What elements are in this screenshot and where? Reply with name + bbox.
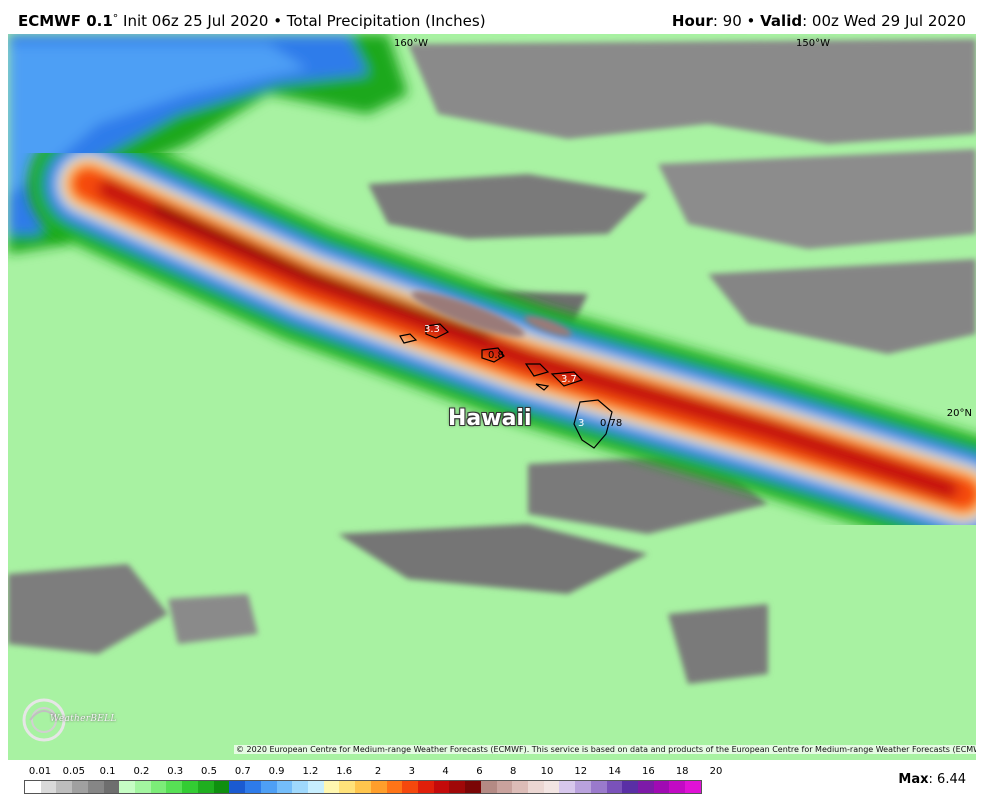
point-label: 3 [578,418,585,429]
colorbar-cell [590,781,607,793]
colorbar-cell [103,781,120,793]
degree-mark: ° [112,12,119,25]
colorbar-cell [543,781,560,793]
model-name: ECMWF 0.1 [18,12,113,30]
colorbar-legend: 0.01 0.05 0.1 0.2 0.3 0.5 0.7 0.9 1.2 1.6 2 3 4 6 8 10 1… [24,766,723,796]
colorbar-cell [622,781,639,793]
colorbar-tick-label: 14 [608,766,621,777]
colorbar-cell [528,781,544,793]
colorbar-cell [339,781,356,793]
colorbar-cell [40,781,57,793]
colorbar-tick-label: 0.5 [201,766,217,777]
island-outlines [399,323,613,449]
colorbar-cell [606,781,623,793]
colorbar-cell [370,781,387,793]
colorbar-tick-label: 2 [374,766,382,777]
colorbar-cell [323,781,340,793]
colorbar-cell [685,781,701,793]
hour-label: Hour [671,12,713,30]
valid-label: Valid [760,12,803,30]
colorbar-cell [292,781,308,793]
colorbar-cell [25,781,41,793]
colorbar-tick-label: 1.6 [336,766,353,777]
colorbar-tick-label: 0.1 [99,766,116,777]
colorbar-cell [480,781,497,793]
map-title: ECMWF 0.1° Init 06z 25 Jul 2020 • Total … [18,12,486,30]
colorbar-tick-label: 10 [540,766,554,777]
colorbar-cell [402,781,418,793]
heavy-core [411,291,572,337]
max-label: Max [898,772,929,787]
lon-label-150w: 150°W [796,38,830,49]
colorbar-cell [417,781,434,793]
colorbar-cell [449,781,466,793]
colorbar-cell [260,781,277,793]
colorbar-cell [496,781,513,793]
colorbar-cell [72,781,88,793]
colorbar-cell [465,781,481,793]
colorbar-cell [307,781,324,793]
max-number: : 6.44 [928,772,966,787]
colorbar-cell [386,781,403,793]
colorbar-tick-label: 0.7 [234,766,251,777]
colorbar-cell [182,781,198,793]
colorbar-cell [87,781,104,793]
colorbar-cell [119,781,136,793]
header: ECMWF 0.1° Init 06z 25 Jul 2020 • Total … [0,0,984,34]
point-label: 0.78 [600,418,623,429]
colorbar-cell [653,781,670,793]
colorbar-cell [213,781,230,793]
colorbar-tick-label: 12 [574,766,588,777]
max-value: Max: 6.44 [898,772,966,787]
colorbar-cell [559,781,576,793]
colorbar-cell [575,781,591,793]
colorbar-cell [512,781,528,793]
valid-time: Hour: 90 • Valid: 00z Wed 29 Jul 2020 [672,12,966,30]
colorbar-tick-label: 6 [476,766,483,777]
colorbar-tick-label: 1.2 [302,766,319,777]
colorbar-tick-label: 4 [442,766,449,777]
colorbar-tick-label: 20 [709,766,723,777]
weatherbell-logo: WeatherBELL [22,698,122,746]
init-text: Init 06z 25 Jul 2020 • Total Precipitati… [118,12,486,30]
colorbar-cell [638,781,654,793]
colorbar-tick-label: 0.01 [28,766,52,777]
colorbar-tick-label: 0.3 [167,766,184,777]
lat-label-20n: 20°N [946,408,972,419]
colorbar-cell [135,781,151,793]
valid-value: : 00z Wed 29 Jul 2020 [802,12,966,30]
precip-field [8,34,976,760]
northwest-moisture [8,34,408,254]
colorbar-cell [150,781,167,793]
colorbar-tick-label: 16 [642,766,655,777]
precipitation-map[interactable]: 160°W 150°W 20°N Hawaii 3.3 0.8 3.7 3 0.… [8,34,976,760]
colorbar-labels: 0.01 0.05 0.1 0.2 0.3 0.5 0.7 0.9 1.2 1.6 2 3 4 6 8 10 1… [24,766,723,780]
colorbar-cell [56,781,73,793]
colorbar-tick-label: 0.05 [62,766,85,777]
copyright-notice: © 2020 European Centre for Medium-range … [234,745,976,754]
colorbar-scale [24,780,702,794]
colorbar-cell [276,781,293,793]
logo-text: WeatherBELL [50,714,117,724]
colorbar-cell [433,781,450,793]
region-label: Hawaii [448,406,532,431]
colorbar-tick-label: 0.9 [268,766,285,777]
colorbar-tick-label: 18 [675,766,689,777]
colorbar-tick-label: 8 [510,766,517,777]
colorbar-cell [229,781,246,793]
colorbar-cell [166,781,183,793]
colorbar-cell [197,781,214,793]
colorbar-tick-label: 3 [408,766,415,777]
colorbar-cell [669,781,686,793]
lon-label-160w: 160°W [394,38,428,49]
hour-value: : 90 • [712,12,761,30]
point-label: 0.8 [488,350,504,361]
logo-icon [22,698,66,742]
point-label: 3.3 [424,324,440,335]
colorbar-cell [245,781,261,793]
colorbar-cell [355,781,371,793]
colorbar-tick-label: 0.2 [133,766,150,777]
point-label: 3.7 [561,374,577,385]
